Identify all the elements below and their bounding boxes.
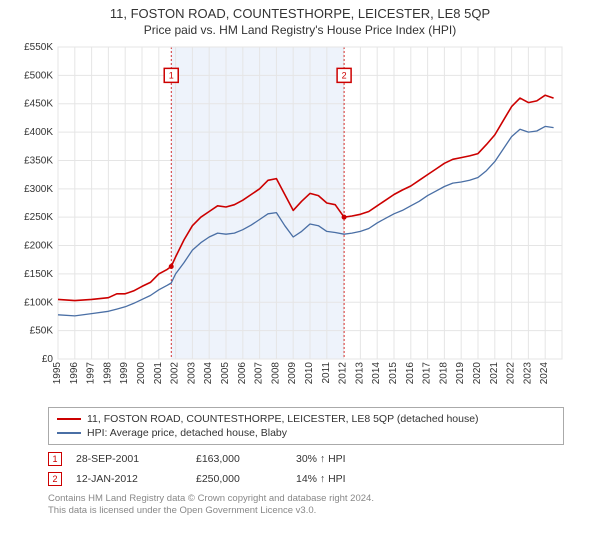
svg-text:£150K: £150K xyxy=(24,269,53,280)
title-main: 11, FOSTON ROAD, COUNTESTHORPE, LEICESTE… xyxy=(10,6,590,21)
svg-text:£350K: £350K xyxy=(24,155,53,166)
svg-text:2: 2 xyxy=(342,70,347,80)
sale-marker-icon: 2 xyxy=(48,472,62,486)
title-block: 11, FOSTON ROAD, COUNTESTHORPE, LEICESTE… xyxy=(0,0,600,41)
svg-text:£450K: £450K xyxy=(24,99,53,110)
svg-text:2012: 2012 xyxy=(338,362,349,385)
svg-text:2015: 2015 xyxy=(388,362,399,385)
sales-table: 1 28-SEP-2001 £163,000 30% ↑ HPI 2 12-JA… xyxy=(48,449,564,489)
svg-text:£50K: £50K xyxy=(30,326,54,337)
svg-text:2021: 2021 xyxy=(489,362,500,385)
footer-line: This data is licensed under the Open Gov… xyxy=(48,505,564,517)
svg-text:£500K: £500K xyxy=(24,70,53,81)
legend-swatch-property xyxy=(57,418,81,420)
svg-text:1997: 1997 xyxy=(86,362,97,385)
legend-row-property: 11, FOSTON ROAD, COUNTESTHORPE, LEICESTE… xyxy=(57,412,555,426)
svg-text:2010: 2010 xyxy=(304,362,315,385)
svg-text:2024: 2024 xyxy=(539,362,550,385)
sale-price: £163,000 xyxy=(196,453,296,465)
svg-text:1999: 1999 xyxy=(119,362,130,385)
legend-swatch-hpi xyxy=(57,432,81,434)
legend-label-property: 11, FOSTON ROAD, COUNTESTHORPE, LEICESTE… xyxy=(87,413,479,425)
legend: 11, FOSTON ROAD, COUNTESTHORPE, LEICESTE… xyxy=(48,407,564,445)
svg-text:2023: 2023 xyxy=(522,362,533,385)
svg-text:2018: 2018 xyxy=(438,362,449,385)
sale-price: £250,000 xyxy=(196,473,296,485)
sale-marker-icon: 1 xyxy=(48,452,62,466)
svg-text:2009: 2009 xyxy=(287,362,298,385)
footer: Contains HM Land Registry data © Crown c… xyxy=(48,493,564,518)
sale-relative: 14% ↑ HPI xyxy=(296,473,346,485)
svg-text:2002: 2002 xyxy=(170,362,181,385)
svg-text:£400K: £400K xyxy=(24,127,53,138)
legend-label-hpi: HPI: Average price, detached house, Blab… xyxy=(87,427,287,439)
sale-relative: 30% ↑ HPI xyxy=(296,453,346,465)
svg-text:£200K: £200K xyxy=(24,241,53,252)
svg-text:£300K: £300K xyxy=(24,184,53,195)
sale-date: 28-SEP-2001 xyxy=(76,453,196,465)
svg-text:2004: 2004 xyxy=(203,362,214,385)
svg-text:2019: 2019 xyxy=(455,362,466,385)
svg-text:1998: 1998 xyxy=(102,362,113,385)
svg-text:2001: 2001 xyxy=(153,362,164,385)
svg-text:2017: 2017 xyxy=(422,362,433,385)
svg-text:2003: 2003 xyxy=(186,362,197,385)
svg-text:2013: 2013 xyxy=(354,362,365,385)
svg-text:2014: 2014 xyxy=(371,362,382,385)
svg-text:£100K: £100K xyxy=(24,297,53,308)
svg-text:£550K: £550K xyxy=(24,42,53,53)
legend-row-hpi: HPI: Average price, detached house, Blab… xyxy=(57,426,555,440)
sale-row: 1 28-SEP-2001 £163,000 30% ↑ HPI xyxy=(48,449,564,469)
svg-text:2008: 2008 xyxy=(270,362,281,385)
price-chart: £0£50K£100K£150K£200K£250K£300K£350K£400… xyxy=(10,41,590,401)
svg-text:2016: 2016 xyxy=(405,362,416,385)
footer-line: Contains HM Land Registry data © Crown c… xyxy=(48,493,564,505)
svg-text:2011: 2011 xyxy=(321,362,332,384)
svg-text:2022: 2022 xyxy=(506,362,517,385)
svg-text:1: 1 xyxy=(169,70,174,80)
svg-text:£250K: £250K xyxy=(24,212,53,223)
svg-text:2006: 2006 xyxy=(237,362,248,385)
sale-date: 12-JAN-2012 xyxy=(76,473,196,485)
sale-row: 2 12-JAN-2012 £250,000 14% ↑ HPI xyxy=(48,469,564,489)
svg-text:2005: 2005 xyxy=(220,362,231,385)
svg-text:2000: 2000 xyxy=(136,362,147,385)
svg-text:2007: 2007 xyxy=(254,362,265,385)
svg-text:1996: 1996 xyxy=(69,362,80,385)
title-sub: Price paid vs. HM Land Registry's House … xyxy=(10,23,590,37)
svg-text:2020: 2020 xyxy=(472,362,483,385)
svg-text:1995: 1995 xyxy=(52,362,63,385)
